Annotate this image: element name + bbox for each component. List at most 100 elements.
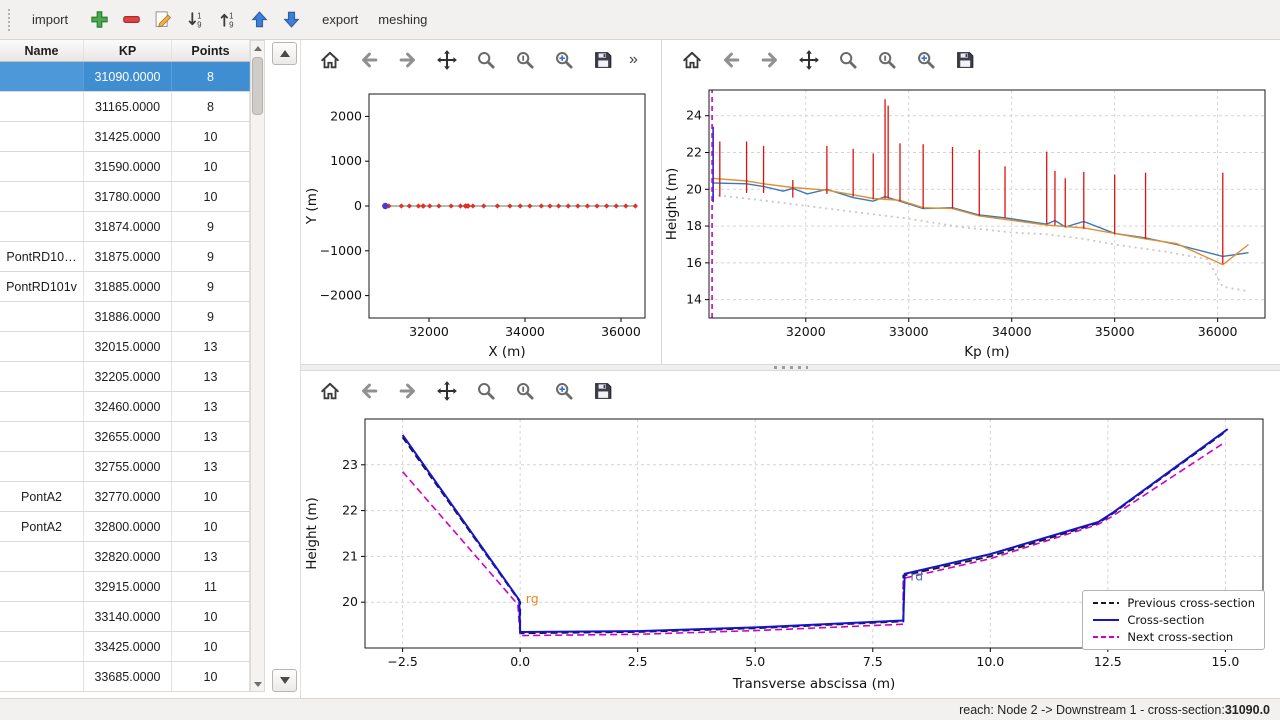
cell-name[interactable]: [0, 662, 84, 691]
table-row[interactable]: 32460.0000 13: [0, 392, 250, 422]
table-row[interactable]: 31780.0000 10: [0, 182, 250, 212]
back-icon[interactable]: [354, 376, 384, 406]
home-icon[interactable]: [315, 45, 345, 75]
cell-name[interactable]: [0, 152, 84, 181]
cell-name[interactable]: [0, 182, 84, 211]
cell-kp[interactable]: 32015.0000: [84, 332, 172, 361]
cell-name[interactable]: [0, 302, 84, 331]
cell-points[interactable]: 10: [172, 512, 250, 541]
cell-kp[interactable]: 33140.0000: [84, 602, 172, 631]
cell-kp[interactable]: 31425.0000: [84, 122, 172, 151]
table-row[interactable]: PontRD101v 31885.0000 9: [0, 272, 250, 302]
cell-name[interactable]: [0, 92, 84, 121]
cell-name[interactable]: [0, 572, 84, 601]
scroll-list-down-button[interactable]: [272, 669, 297, 692]
cell-name[interactable]: PontRD101v: [0, 272, 84, 301]
column-header-kp[interactable]: KP: [84, 40, 172, 61]
cell-kp[interactable]: 31590.0000: [84, 152, 172, 181]
home-icon[interactable]: [677, 45, 707, 75]
forward-icon[interactable]: [393, 45, 423, 75]
table-row[interactable]: 31425.0000 10: [0, 122, 250, 152]
cell-kp[interactable]: 33425.0000: [84, 632, 172, 661]
cell-kp[interactable]: 31875.0000: [84, 242, 172, 271]
cell-kp[interactable]: 32655.0000: [84, 422, 172, 451]
cell-name[interactable]: [0, 542, 84, 571]
toolbar-overflow-chevron[interactable]: »: [629, 51, 638, 68]
back-icon[interactable]: [354, 45, 384, 75]
cell-name[interactable]: [0, 362, 84, 391]
cell-points[interactable]: 10: [172, 632, 250, 661]
scrollbar-up-arrow-icon[interactable]: [251, 41, 264, 55]
cell-kp[interactable]: 31874.0000: [84, 212, 172, 241]
cell-name[interactable]: [0, 602, 84, 631]
table-row[interactable]: 32915.0000 11: [0, 572, 250, 602]
column-header-name[interactable]: Name: [0, 40, 84, 61]
table-row[interactable]: 31090.0000 8: [0, 62, 250, 92]
menu-meshing[interactable]: meshing: [378, 12, 428, 27]
cell-name[interactable]: [0, 122, 84, 151]
table-row[interactable]: PontA2 32800.0000 10: [0, 512, 250, 542]
profile-plot[interactable]: 32000 33000 34000 35000 36000 14 16 18 20 22 24 Kp …: [663, 80, 1279, 364]
cell-points[interactable]: 8: [172, 62, 250, 91]
zoom-icon[interactable]: [471, 376, 501, 406]
cell-points[interactable]: 13: [172, 362, 250, 391]
scrollbar-thumb[interactable]: [252, 57, 263, 115]
customize-icon[interactable]: [549, 45, 579, 75]
zoom-icon[interactable]: [833, 45, 863, 75]
toolbar-grip[interactable]: [8, 8, 14, 31]
cell-points[interactable]: 8: [172, 92, 250, 121]
table-row[interactable]: 33425.0000 10: [0, 632, 250, 662]
table-row[interactable]: 32820.0000 13: [0, 542, 250, 572]
cell-name[interactable]: PontA2: [0, 482, 84, 511]
subplots-icon[interactable]: [510, 376, 540, 406]
pan-icon[interactable]: [794, 45, 824, 75]
cell-name[interactable]: PontRD10…: [0, 242, 84, 271]
cell-name[interactable]: [0, 62, 84, 91]
cell-name[interactable]: PontA2: [0, 512, 84, 541]
table-row[interactable]: 31886.0000 9: [0, 302, 250, 332]
remove-icon[interactable]: [118, 7, 144, 33]
home-icon[interactable]: [315, 376, 345, 406]
cell-kp[interactable]: 32205.0000: [84, 362, 172, 391]
cell-kp[interactable]: 32820.0000: [84, 542, 172, 571]
cell-points[interactable]: 9: [172, 242, 250, 271]
cell-points[interactable]: 10: [172, 662, 250, 691]
plan-plot[interactable]: 32000 34000 36000 −2000 −1000 0 1000 2000 X (m) Y…: [303, 80, 659, 364]
cell-points[interactable]: 13: [172, 542, 250, 571]
cell-points[interactable]: 10: [172, 182, 250, 211]
table-row[interactable]: PontA2 32770.0000 10: [0, 482, 250, 512]
cell-kp[interactable]: 31885.0000: [84, 272, 172, 301]
cell-points[interactable]: 13: [172, 392, 250, 421]
table-row[interactable]: PontRD10… 31875.0000 9: [0, 242, 250, 272]
cell-points[interactable]: 13: [172, 422, 250, 451]
cell-kp[interactable]: 33685.0000: [84, 662, 172, 691]
cell-kp[interactable]: 31090.0000: [84, 62, 172, 91]
subplots-icon[interactable]: [872, 45, 902, 75]
save-icon[interactable]: [588, 376, 618, 406]
table-row[interactable]: 32015.0000 13: [0, 332, 250, 362]
cell-points[interactable]: 10: [172, 122, 250, 151]
menu-import[interactable]: import: [32, 12, 69, 27]
move-down-icon[interactable]: [278, 7, 304, 33]
cell-kp[interactable]: 32755.0000: [84, 452, 172, 481]
cell-kp[interactable]: 31886.0000: [84, 302, 172, 331]
cell-points[interactable]: 13: [172, 332, 250, 361]
subplots-icon[interactable]: [510, 45, 540, 75]
cell-kp[interactable]: 32800.0000: [84, 512, 172, 541]
customize-icon[interactable]: [549, 376, 579, 406]
cell-points[interactable]: 9: [172, 212, 250, 241]
horizontal-splitter[interactable]: [301, 364, 1280, 371]
table-row[interactable]: 31874.0000 9: [0, 212, 250, 242]
cell-kp[interactable]: 31165.0000: [84, 92, 172, 121]
table-row[interactable]: 32205.0000 13: [0, 362, 250, 392]
table-row[interactable]: 31590.0000 10: [0, 152, 250, 182]
cell-kp[interactable]: 32770.0000: [84, 482, 172, 511]
cell-name[interactable]: [0, 392, 84, 421]
table-row[interactable]: 32655.0000 13: [0, 422, 250, 452]
cell-kp[interactable]: 31780.0000: [84, 182, 172, 211]
edit-icon[interactable]: [150, 7, 176, 33]
column-header-points[interactable]: Points: [172, 40, 250, 61]
move-up-icon[interactable]: [246, 7, 272, 33]
cell-kp[interactable]: 32915.0000: [84, 572, 172, 601]
